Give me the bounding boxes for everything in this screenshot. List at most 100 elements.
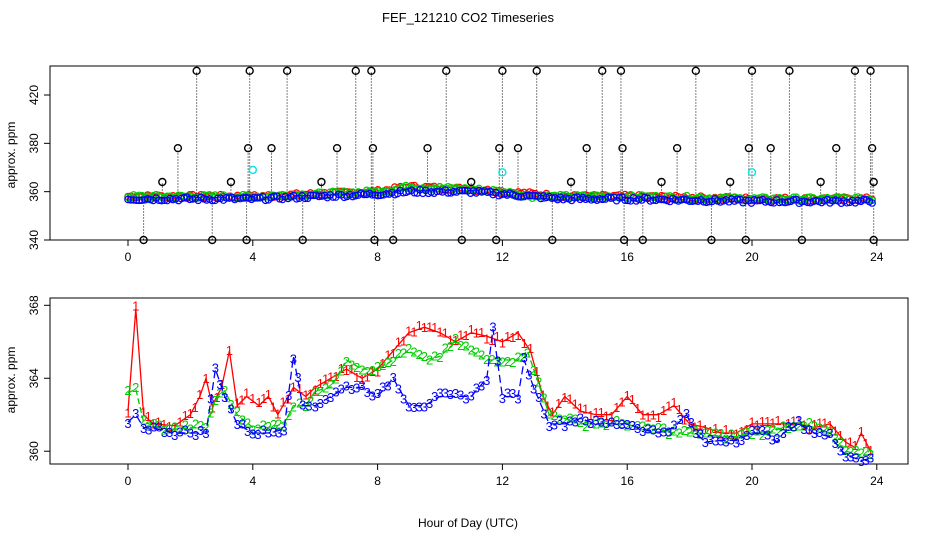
bottom-y-axis-label: approx. ppm: [4, 347, 18, 414]
series-marker-3: 3: [717, 433, 724, 448]
series-marker-1: 1: [639, 408, 646, 423]
point-blue: [360, 190, 368, 199]
series-marker-2: 2: [176, 422, 183, 437]
top-x-tick-label: 8: [374, 250, 381, 264]
series-marker-3: 3: [299, 398, 306, 413]
series-marker-3: 3: [743, 428, 750, 443]
top-y-tick-label: 420: [27, 85, 41, 105]
series-marker-2: 2: [410, 345, 417, 360]
series-marker-3: 3: [650, 422, 657, 437]
series-marker-2: 2: [312, 384, 319, 399]
series-marker-1: 1: [743, 422, 750, 437]
series-marker-3: 3: [790, 420, 797, 435]
top-x-tick-label: 0: [125, 250, 132, 264]
series-marker-2: 2: [660, 421, 667, 436]
series-marker-3: 3: [499, 391, 506, 406]
series-marker-3: 3: [566, 414, 573, 429]
series-marker-1: 1: [691, 419, 698, 434]
series-marker-3: 3: [305, 398, 312, 413]
series-marker-3: 3: [858, 454, 865, 469]
series-marker-2: 2: [244, 415, 251, 430]
series-marker-2: 2: [759, 428, 766, 443]
bottom-y-tick-label: 368: [27, 295, 41, 315]
series-marker-1: 1: [862, 436, 869, 451]
series-marker-1: 1: [296, 381, 303, 396]
spike-marker: [423, 143, 432, 153]
series-marker-2: 2: [670, 423, 677, 438]
series-marker-1: 1: [774, 413, 781, 428]
series-marker-2: 2: [608, 415, 615, 430]
series-marker-1: 1: [618, 394, 625, 409]
series-marker-2: 2: [499, 355, 506, 370]
series-marker-3: 3: [540, 407, 547, 422]
series-marker-1: 1: [255, 395, 262, 410]
series-marker-1: 1: [655, 410, 662, 425]
series-marker-2: 2: [416, 347, 423, 362]
series-marker-3: 3: [150, 419, 157, 434]
series-marker-2: 2: [780, 419, 787, 434]
series-marker-3: 3: [348, 382, 355, 397]
series-marker-2: 2: [743, 425, 750, 440]
series-marker-1: 1: [196, 387, 203, 402]
series-marker-1: 1: [670, 395, 677, 410]
spike-marker: [747, 66, 757, 76]
spike-marker: [282, 66, 292, 76]
top-x-tick-label: 16: [621, 250, 635, 264]
series-marker-1: 1: [421, 320, 428, 335]
series-marker-1: 1: [364, 369, 371, 384]
series-marker-1: 1: [390, 346, 397, 361]
spike-marker: [532, 66, 541, 76]
series-marker-2: 2: [317, 384, 324, 399]
series-marker-2: 2: [681, 423, 688, 438]
spike-marker: [616, 66, 626, 76]
series-marker-2: 2: [639, 418, 646, 433]
series-marker-2: 2: [494, 355, 501, 370]
series-marker-1: 1: [790, 413, 797, 428]
series-marker-1: 1: [160, 417, 167, 432]
series-marker-3: 3: [577, 410, 584, 425]
series-marker-2: 2: [124, 383, 131, 398]
series-marker-1: 1: [332, 369, 339, 384]
series-marker-3: 3: [738, 433, 745, 448]
series-marker-3: 3: [665, 424, 672, 439]
point-blue: [253, 194, 261, 202]
series-marker-3: 3: [410, 400, 417, 415]
series-marker-2: 2: [488, 352, 495, 367]
top-x-tick-label: 20: [745, 250, 759, 264]
series-marker-3: 3: [332, 385, 339, 400]
series-marker-3: 3: [764, 428, 771, 443]
spike-marker: [158, 177, 167, 187]
series-marker-3: 3: [660, 425, 667, 440]
series-marker-1: 1: [124, 406, 131, 421]
series-marker-1: 1: [478, 325, 485, 340]
series-marker-3: 3: [707, 432, 714, 447]
series-marker-3: 3: [514, 392, 521, 407]
series-marker-3: 3: [395, 381, 402, 396]
series-marker-2: 2: [478, 347, 485, 362]
series-marker-2: 2: [800, 419, 807, 434]
point-blue: [455, 186, 464, 195]
series-marker-2: 2: [769, 422, 776, 437]
series-marker-2: 2: [858, 445, 865, 460]
series-marker-3: 3: [473, 380, 480, 395]
point-blue: [458, 186, 466, 195]
series-marker-2: 2: [156, 418, 163, 433]
point-blue: [522, 191, 531, 200]
series-marker-2: 2: [421, 349, 428, 364]
series-marker-1: 1: [561, 390, 568, 405]
series-marker-1: 1: [410, 325, 417, 340]
spike-marker: [442, 66, 451, 76]
point-blue: [124, 195, 132, 204]
spike-marker: [495, 143, 504, 153]
series-marker-3: 3: [374, 386, 381, 401]
spike-marker: [491, 235, 501, 245]
series-marker-2: 2: [207, 406, 214, 421]
series-marker-1: 1: [660, 403, 667, 418]
series-marker-2: 2: [457, 338, 464, 353]
series-marker-2: 2: [546, 407, 553, 422]
series-marker-2: 2: [322, 380, 329, 395]
series-marker-3: 3: [795, 413, 802, 428]
series-marker-3: 3: [442, 385, 449, 400]
